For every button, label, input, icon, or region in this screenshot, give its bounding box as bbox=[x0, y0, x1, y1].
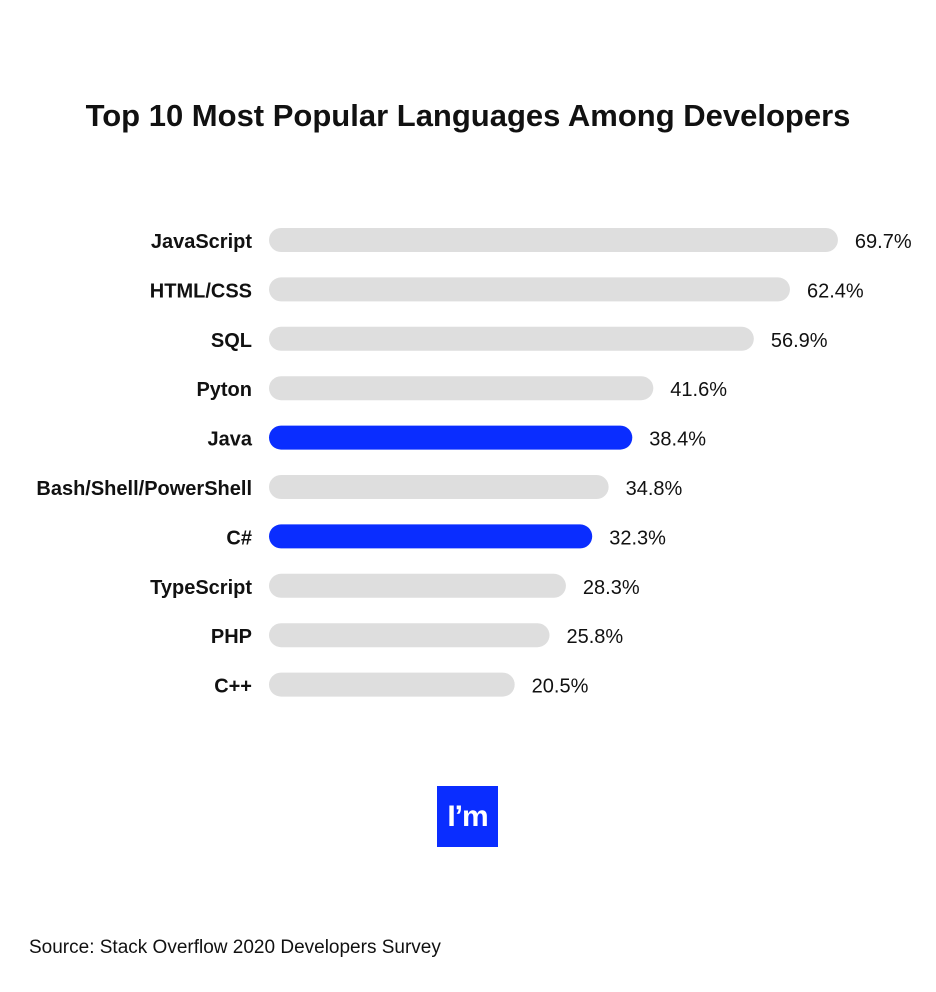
value-label: 28.3% bbox=[583, 577, 640, 599]
bar-pyton bbox=[269, 376, 654, 401]
bar-chart: JavaScript 69.7% HTML/CSS 62.4% SQL 56.9% Pyto… bbox=[36, 228, 912, 698]
value-label: 25.8% bbox=[567, 626, 624, 648]
value-label: 69.7% bbox=[855, 231, 912, 253]
category-label: Java bbox=[208, 429, 253, 451]
category-label: TypeScript bbox=[150, 577, 252, 599]
category-label: C++ bbox=[214, 676, 252, 698]
bar-bash-shell-powershell bbox=[269, 475, 609, 499]
value-label: 62.4% bbox=[807, 280, 864, 302]
category-label: JavaScript bbox=[151, 231, 253, 253]
category-label: Bash/Shell/PowerShell bbox=[36, 478, 252, 500]
brand-logo: I’m bbox=[437, 786, 498, 847]
bar-c- bbox=[269, 524, 593, 549]
bar-c- bbox=[269, 672, 515, 697]
category-label: HTML/CSS bbox=[150, 280, 252, 302]
value-label: 56.9% bbox=[771, 330, 828, 352]
category-label: SQL bbox=[211, 330, 252, 352]
source-note: Source: Stack Overflow 2020 Developers S… bbox=[29, 937, 441, 958]
value-label: 32.3% bbox=[609, 527, 666, 549]
value-label: 38.4% bbox=[649, 429, 706, 451]
value-label: 41.6% bbox=[670, 379, 727, 401]
category-label: PHP bbox=[211, 626, 252, 648]
category-label: Pyton bbox=[196, 379, 252, 401]
value-label: 34.8% bbox=[626, 478, 683, 500]
bar-php bbox=[269, 623, 550, 648]
category-label: C# bbox=[226, 527, 252, 549]
bar-typescript bbox=[269, 573, 566, 598]
value-label: 20.5% bbox=[532, 676, 589, 698]
bar-html-css bbox=[269, 277, 790, 302]
bar-java bbox=[269, 425, 633, 450]
bar-javascript bbox=[269, 228, 838, 252]
chart-title: Top 10 Most Popular Languages Among Deve… bbox=[85, 98, 851, 133]
bar-sql bbox=[269, 326, 754, 351]
